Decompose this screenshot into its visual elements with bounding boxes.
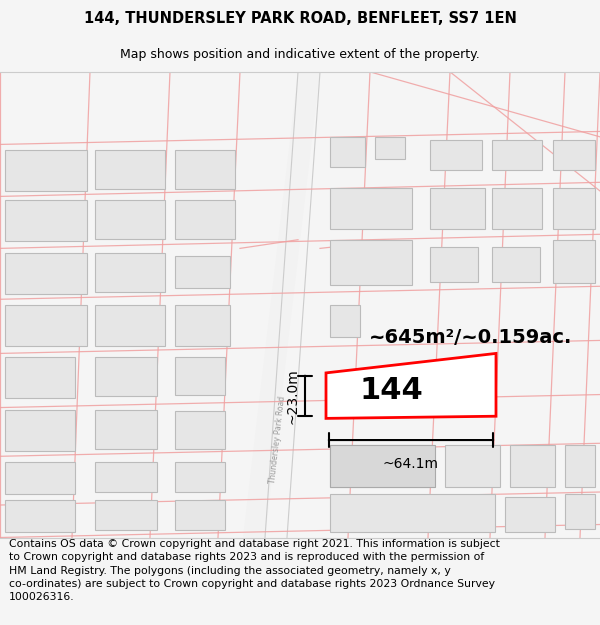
- Bar: [95, 304, 165, 346]
- Bar: [175, 304, 230, 346]
- Bar: [430, 140, 482, 171]
- Polygon shape: [326, 353, 496, 418]
- Bar: [5, 304, 87, 346]
- Bar: [95, 462, 157, 492]
- Bar: [5, 357, 75, 398]
- Bar: [95, 253, 165, 292]
- Bar: [175, 357, 225, 394]
- Bar: [330, 240, 412, 285]
- Bar: [510, 446, 555, 487]
- Bar: [565, 494, 595, 529]
- Bar: [95, 410, 157, 449]
- Text: 144: 144: [359, 376, 423, 405]
- Bar: [5, 150, 87, 191]
- Bar: [565, 446, 595, 487]
- Text: ~645m²/~0.159ac.: ~645m²/~0.159ac.: [370, 328, 572, 347]
- Text: Map shows position and indicative extent of the property.: Map shows position and indicative extent…: [120, 48, 480, 61]
- Bar: [330, 494, 495, 532]
- Bar: [553, 240, 595, 283]
- Bar: [330, 137, 365, 167]
- Bar: [492, 248, 540, 282]
- Bar: [330, 446, 435, 487]
- Bar: [175, 411, 225, 449]
- Bar: [430, 188, 485, 229]
- Bar: [553, 188, 595, 229]
- Bar: [175, 256, 230, 289]
- Bar: [5, 410, 75, 451]
- Text: Contains OS data © Crown copyright and database right 2021. This information is : Contains OS data © Crown copyright and d…: [9, 539, 500, 602]
- Polygon shape: [243, 72, 320, 538]
- Bar: [445, 446, 500, 487]
- Bar: [95, 357, 157, 396]
- Bar: [553, 140, 595, 171]
- Bar: [5, 199, 87, 241]
- Text: 144, THUNDERSLEY PARK ROAD, BENFLEET, SS7 1EN: 144, THUNDERSLEY PARK ROAD, BENFLEET, SS…: [83, 11, 517, 26]
- Text: ~64.1m: ~64.1m: [383, 458, 439, 471]
- Bar: [175, 199, 235, 239]
- Bar: [95, 199, 165, 239]
- Bar: [175, 499, 225, 530]
- Text: Thundersley Park Road: Thundersley Park Road: [269, 396, 287, 484]
- Bar: [492, 188, 542, 229]
- Bar: [175, 462, 225, 492]
- Bar: [330, 446, 430, 487]
- Bar: [492, 140, 542, 171]
- Bar: [95, 499, 157, 530]
- Bar: [5, 253, 87, 294]
- Text: ~23.0m: ~23.0m: [285, 368, 299, 424]
- Bar: [175, 150, 235, 189]
- Bar: [330, 188, 412, 229]
- Bar: [95, 150, 165, 189]
- Bar: [5, 462, 75, 494]
- Bar: [5, 499, 75, 532]
- Bar: [505, 498, 555, 532]
- Bar: [330, 304, 360, 337]
- Bar: [430, 248, 478, 282]
- Bar: [375, 137, 405, 159]
